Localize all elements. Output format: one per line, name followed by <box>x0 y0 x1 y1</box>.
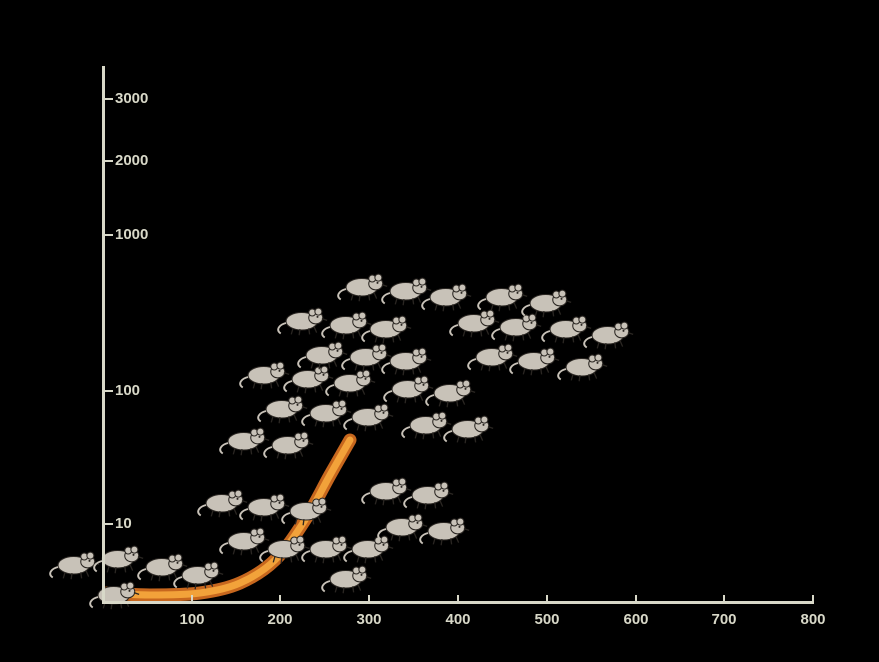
mouse-icon <box>400 406 455 441</box>
mouse-icon <box>342 398 397 433</box>
mouse-icon <box>448 304 503 339</box>
mouse-icon <box>300 394 355 429</box>
mouse-icon <box>300 530 355 565</box>
x-tick <box>457 595 459 601</box>
mouse-icon <box>466 338 521 373</box>
mouse-icon <box>340 338 395 373</box>
mouse-icon <box>424 374 479 409</box>
mouse-icon <box>48 546 103 581</box>
mouse-icon <box>282 360 337 395</box>
mouse-icon <box>280 492 335 527</box>
mouse-icon <box>238 488 293 523</box>
mouse-icon <box>336 268 391 303</box>
x-tick <box>812 595 814 601</box>
mouse-icon <box>360 472 415 507</box>
mouse-icon <box>508 342 563 377</box>
mouse-icon <box>218 522 273 557</box>
mouse-icon <box>442 410 497 445</box>
mouse-icon <box>196 484 251 519</box>
x-tick-label: 300 <box>356 611 381 628</box>
mouse-icon <box>476 278 531 313</box>
x-tick <box>368 595 370 601</box>
mouse-icon <box>342 530 397 565</box>
mouse-icon <box>418 512 473 547</box>
y-tick-label: 2000 <box>0 152 153 169</box>
x-tick-label: 800 <box>800 611 825 628</box>
mouse-icon <box>324 364 379 399</box>
mouse-icon <box>540 310 595 345</box>
population-growth-chart: 10 100 1000 2000 3000 100 200 300 400 500 600 700 80… <box>0 0 879 662</box>
x-tick-label: 500 <box>534 611 559 628</box>
y-tick-label: 3000 <box>0 90 153 107</box>
mouse-icon <box>320 306 375 341</box>
mouse-icon <box>218 422 273 457</box>
mouse-icon <box>520 284 575 319</box>
mouse-icon <box>376 508 431 543</box>
mouse-icon <box>490 308 545 343</box>
mouse-icon <box>238 356 293 391</box>
x-tick <box>635 595 637 601</box>
y-tick-label: 1000 <box>0 226 153 243</box>
x-tick-label: 600 <box>623 611 648 628</box>
y-tick-label: 100 <box>0 382 153 399</box>
x-tick <box>191 595 193 601</box>
x-axis-line <box>102 601 814 604</box>
x-tick-label: 400 <box>445 611 470 628</box>
x-tick <box>546 595 548 601</box>
y-tick-label: 10 <box>0 515 153 532</box>
mouse-icon <box>380 272 435 307</box>
mouse-icon <box>360 310 415 345</box>
x-tick-label: 200 <box>267 611 292 628</box>
mouse-icon <box>92 540 147 575</box>
mouse-icon <box>320 560 375 595</box>
x-tick <box>279 595 281 601</box>
mouse-icon <box>582 316 637 351</box>
mouse-icon <box>420 278 475 313</box>
mouse-icon <box>296 336 351 371</box>
x-tick-label: 100 <box>179 611 204 628</box>
mouse-icon <box>172 556 227 591</box>
mouse-icon <box>380 342 435 377</box>
x-tick <box>723 595 725 601</box>
x-tick-label: 700 <box>711 611 736 628</box>
mouse-icon <box>262 426 317 461</box>
mouse-icon <box>556 348 611 383</box>
mouse-icon <box>136 548 191 583</box>
mouse-icon <box>258 530 313 565</box>
mouse-icon <box>88 576 143 611</box>
mouse-icon <box>382 370 437 405</box>
mouse-icon <box>256 390 311 425</box>
mouse-icon <box>276 302 331 337</box>
mouse-icon <box>402 476 457 511</box>
